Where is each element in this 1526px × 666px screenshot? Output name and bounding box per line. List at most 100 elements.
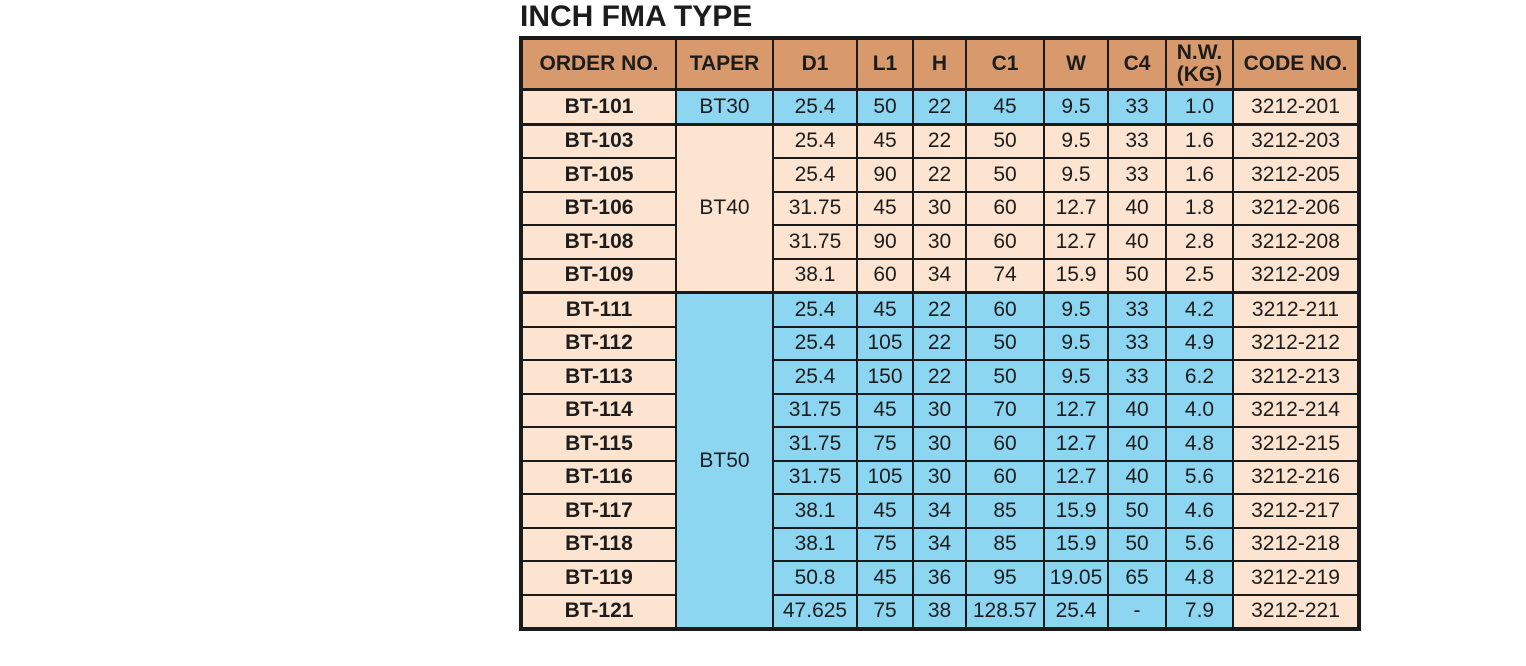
nw-cell: 4.8 [1165, 560, 1234, 596]
code-no-cell: 3212-212 [1232, 325, 1360, 361]
table-row: BT-113 25.4 150 22 50 9.5 33 6.2 3212-213 [520, 359, 1360, 395]
table-row: BT-116 31.75 105 30 60 12.7 40 5.6 3212-216 [520, 459, 1360, 495]
table-body: BT-101 BT30 25.4 50 22 45 9.5 33 1.0 3212-201 BT-1… [520, 88, 1360, 630]
l1-cell: 90 [856, 157, 914, 193]
d1-cell: 50.8 [772, 560, 858, 596]
c4-cell: 40 [1107, 459, 1167, 495]
code-no-cell: 3212-216 [1232, 459, 1360, 495]
w-cell: 9.5 [1043, 325, 1109, 361]
d1-cell: 31.75 [772, 392, 858, 428]
table-row: BT-112 25.4 105 22 50 9.5 33 4.9 3212-212 [520, 325, 1360, 361]
code-no-cell: 3212-208 [1232, 224, 1360, 260]
taper-cell: BT40 [675, 122, 774, 294]
l1-cell: 60 [856, 257, 914, 294]
nw-cell: 7.9 [1165, 593, 1234, 630]
w-cell: 9.5 [1043, 88, 1109, 125]
code-no-cell: 3212-217 [1232, 493, 1360, 529]
column-header: H [912, 37, 967, 91]
c4-cell: 40 [1107, 426, 1167, 462]
h-cell: 30 [912, 224, 967, 260]
header-row: ORDER NO. TAPER D1 L1 H C1 W C4 N.W. (KG) CODE NO… [520, 37, 1360, 91]
h-cell: 34 [912, 493, 967, 529]
h-cell: 22 [912, 325, 967, 361]
c4-cell: - [1107, 593, 1167, 630]
d1-cell: 25.4 [772, 122, 858, 159]
h-cell: 22 [912, 359, 967, 395]
nw-cell: 4.0 [1165, 392, 1234, 428]
c4-cell: 50 [1107, 526, 1167, 562]
nw-cell: 4.9 [1165, 325, 1234, 361]
c1-cell: 50 [965, 122, 1045, 159]
table-row: BT-109 38.1 60 34 74 15.9 50 2.5 3212-209 [520, 257, 1360, 294]
order-no-cell: BT-112 [520, 325, 677, 361]
order-no-cell: BT-101 [520, 88, 677, 125]
w-cell: 12.7 [1043, 224, 1109, 260]
nw-cell: 5.6 [1165, 459, 1234, 495]
l1-cell: 50 [856, 88, 914, 125]
c1-cell: 70 [965, 392, 1045, 428]
l1-cell: 45 [856, 493, 914, 529]
d1-cell: 31.75 [772, 190, 858, 226]
order-no-cell: BT-121 [520, 593, 677, 630]
column-header: N.W. (KG) [1165, 37, 1234, 91]
w-cell: 19.05 [1043, 560, 1109, 596]
nw-cell: 1.0 [1165, 88, 1234, 125]
w-cell: 15.9 [1043, 493, 1109, 529]
l1-cell: 90 [856, 224, 914, 260]
table-row: BT-119 50.8 45 36 95 19.05 65 4.8 3212-219 [520, 560, 1360, 596]
code-no-cell: 3212-201 [1232, 88, 1360, 125]
l1-cell: 45 [856, 190, 914, 226]
code-no-cell: 3212-221 [1232, 593, 1360, 630]
w-cell: 15.9 [1043, 257, 1109, 294]
c1-cell: 60 [965, 426, 1045, 462]
c4-cell: 50 [1107, 257, 1167, 294]
d1-cell: 31.75 [772, 224, 858, 260]
c1-cell: 85 [965, 493, 1045, 529]
d1-cell: 47.625 [772, 593, 858, 630]
column-header: TAPER [675, 37, 774, 91]
c4-cell: 33 [1107, 325, 1167, 361]
column-header: L1 [856, 37, 914, 91]
table-row: BT-111 BT50 25.4 45 22 60 9.5 33 4.2 3212-211 [520, 291, 1360, 630]
w-cell: 12.7 [1043, 459, 1109, 495]
c4-cell: 33 [1107, 291, 1167, 328]
h-cell: 22 [912, 291, 967, 328]
h-cell: 22 [912, 88, 967, 125]
w-cell: 9.5 [1043, 157, 1109, 193]
column-header: D1 [772, 37, 858, 91]
table-row: BT-118 38.1 75 34 85 15.9 50 5.6 3212-218 [520, 526, 1360, 562]
l1-cell: 150 [856, 359, 914, 395]
c1-cell: 60 [965, 291, 1045, 328]
l1-cell: 75 [856, 426, 914, 462]
order-no-cell: BT-113 [520, 359, 677, 395]
d1-cell: 31.75 [772, 426, 858, 462]
w-cell: 12.7 [1043, 426, 1109, 462]
l1-cell: 45 [856, 291, 914, 328]
order-no-cell: BT-106 [520, 190, 677, 226]
l1-cell: 105 [856, 459, 914, 495]
w-cell: 9.5 [1043, 291, 1109, 328]
order-no-cell: BT-116 [520, 459, 677, 495]
nw-cell: 6.2 [1165, 359, 1234, 395]
code-no-cell: 3212-214 [1232, 392, 1360, 428]
nw-cell: 1.8 [1165, 190, 1234, 226]
d1-cell: 25.4 [772, 291, 858, 328]
d1-cell: 38.1 [772, 526, 858, 562]
column-header: ORDER NO. [520, 37, 677, 91]
nw-cell: 4.6 [1165, 493, 1234, 529]
d1-cell: 31.75 [772, 459, 858, 495]
inch-fma-spec-table: ORDER NO. TAPER D1 L1 H C1 W C4 N.W. (KG) CODE NO… [519, 36, 1361, 631]
c4-cell: 50 [1107, 493, 1167, 529]
code-no-cell: 3212-205 [1232, 157, 1360, 193]
code-no-cell: 3212-203 [1232, 122, 1360, 159]
code-no-cell: 3212-219 [1232, 560, 1360, 596]
d1-cell: 25.4 [772, 157, 858, 193]
nw-cell: 4.8 [1165, 426, 1234, 462]
column-header: C1 [965, 37, 1045, 91]
order-no-cell: BT-114 [520, 392, 677, 428]
d1-cell: 25.4 [772, 325, 858, 361]
taper-cell: BT50 [675, 291, 774, 630]
c4-cell: 33 [1107, 88, 1167, 125]
order-no-cell: BT-118 [520, 526, 677, 562]
